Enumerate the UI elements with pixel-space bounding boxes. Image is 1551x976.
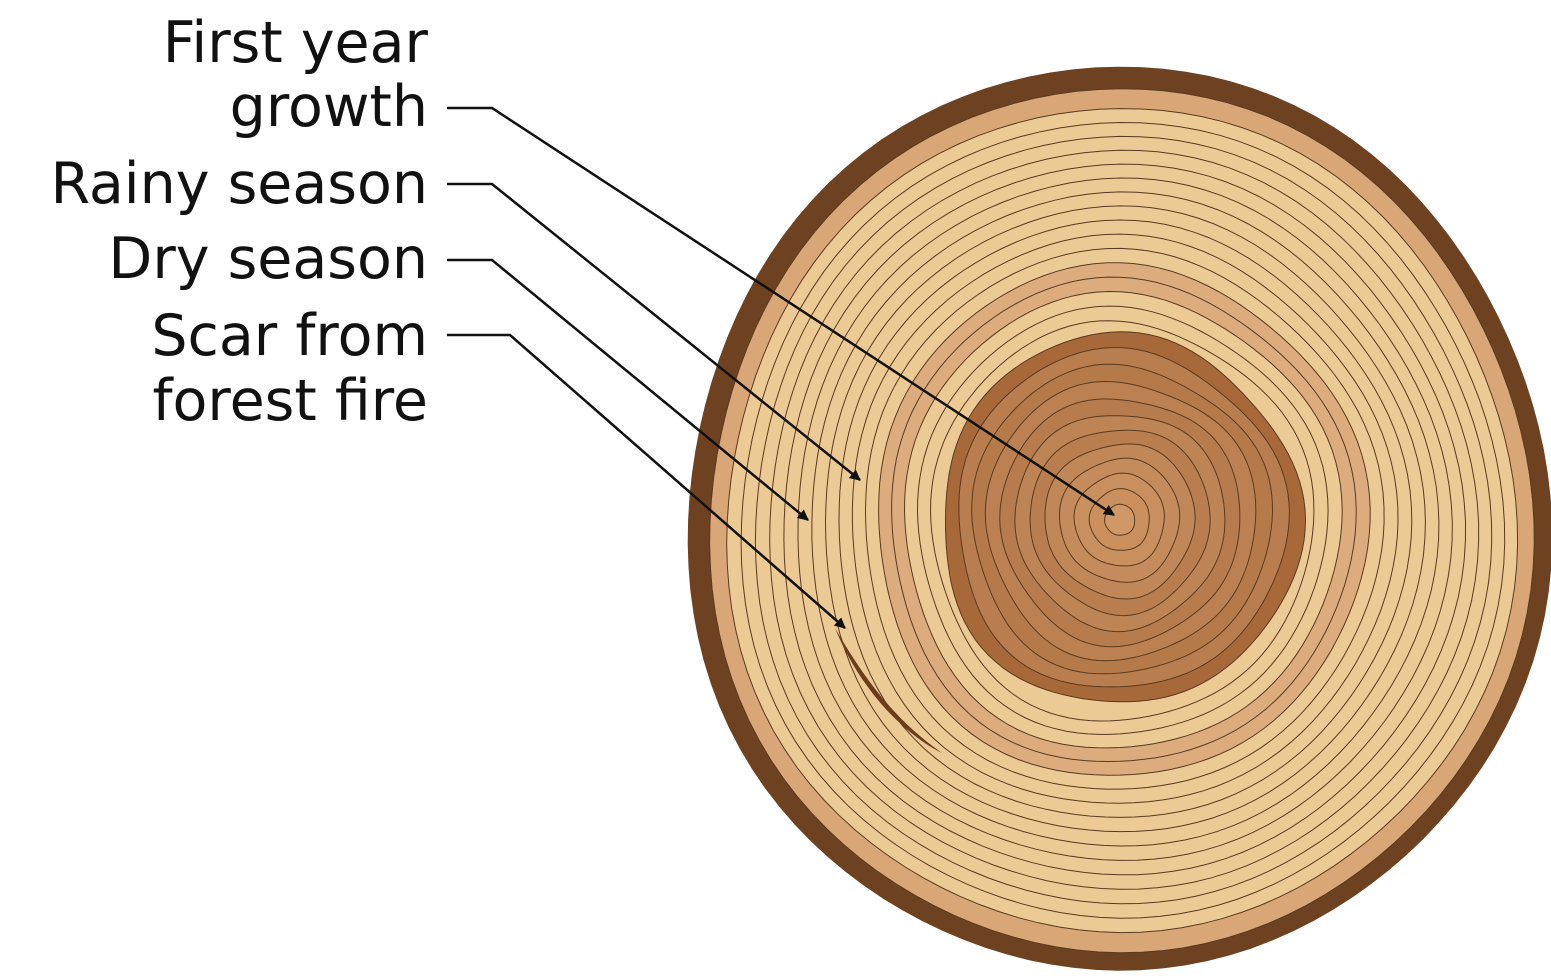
trunk-cross-section xyxy=(688,67,1551,971)
tree-ring-diagram: First year growth Rainy season Dry seaso… xyxy=(0,0,1551,976)
page: {"labels": [ {"lines": ["First year", "g… xyxy=(0,0,1551,976)
label-scar-line2: forest fire xyxy=(152,368,428,434)
label-dry-season: Dry season xyxy=(108,226,428,292)
label-first-year-line1: First year xyxy=(163,10,429,76)
label-rainy-season: Rainy season xyxy=(51,151,429,217)
label-first-year-line2: growth xyxy=(230,74,428,140)
label-scar-line1: Scar from xyxy=(151,303,428,369)
